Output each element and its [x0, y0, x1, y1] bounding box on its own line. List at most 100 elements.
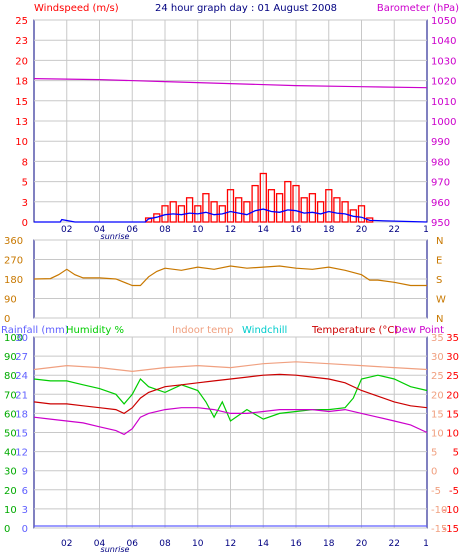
- windspeed-tick: 8: [22, 157, 28, 168]
- compass-tick: E: [436, 256, 442, 267]
- barometer-tick: 1050: [431, 16, 456, 27]
- indoor-temp-label: Indoor temp: [172, 325, 233, 336]
- rainfall-tick: 3: [22, 505, 28, 516]
- barometer-tick: 990: [431, 137, 450, 148]
- barometer-tick: 1030: [431, 56, 456, 67]
- temperature-tick: 20: [446, 390, 459, 401]
- x-tick-label: 12: [225, 225, 236, 235]
- windchill-label: Windchill: [242, 325, 287, 336]
- humidity-tick: 90: [4, 352, 17, 363]
- x-tick-label: 14: [258, 225, 270, 235]
- windspeed-bar: [275, 193, 284, 223]
- windspeed-bar: [144, 217, 153, 223]
- x-tick-label: 22: [389, 225, 400, 235]
- windspeed-tick: 20: [15, 56, 28, 67]
- x-tick-label: 06: [127, 539, 139, 549]
- humidity-line: [33, 374, 428, 422]
- compass-tick: W: [436, 295, 446, 306]
- indoor-tick: 0: [431, 467, 437, 478]
- windspeed-tick: 23: [15, 36, 28, 47]
- windspeed-bar: [341, 201, 349, 223]
- windspeed-tick: 10: [15, 137, 28, 148]
- barometer-tick: 1010: [431, 97, 456, 108]
- temperature-label: Temperature (°C): [311, 325, 398, 336]
- x-tick-label: 02: [61, 539, 72, 549]
- indoor-tick: -15: [431, 524, 447, 535]
- windspeed-tick: 15: [15, 97, 28, 108]
- windspeed-bar: [185, 197, 194, 223]
- windspeed-bar: [235, 197, 243, 223]
- indoor-tick: 10: [431, 429, 444, 440]
- barometer-tick: 1020: [431, 77, 456, 88]
- windspeed-bar: [292, 184, 300, 223]
- barometer-tick: 970: [431, 178, 450, 189]
- humidity-tick: 30: [4, 467, 17, 478]
- windspeed-bar: [259, 172, 267, 223]
- windspeed-tick: 0: [22, 218, 28, 229]
- x-tick-label: 18: [323, 225, 335, 235]
- humidity-tick: 10: [4, 505, 17, 516]
- indoor-tick: 15: [431, 409, 444, 420]
- temperature-tick: 0: [453, 467, 459, 478]
- direction-tick: 360: [4, 236, 23, 247]
- x-tick-label: 02: [61, 225, 72, 235]
- dewpoint-line: [33, 407, 428, 436]
- x-tick-label: 08: [159, 225, 171, 235]
- rainfall-tick: 24: [15, 371, 28, 382]
- x-tick-label: 12: [225, 539, 236, 549]
- humidity-tick: 0: [4, 524, 10, 535]
- windspeed-bar: [308, 193, 317, 223]
- temperature-tick: 25: [446, 371, 459, 382]
- windspeed-bar: [243, 201, 251, 223]
- x-tick-label: 14: [258, 539, 270, 549]
- barometer-tick: 1040: [431, 36, 456, 47]
- compass-tick: N: [436, 314, 443, 325]
- barometer-line: [33, 78, 428, 89]
- temperature-line: [33, 373, 428, 415]
- humidity-label: Humidity %: [66, 325, 124, 336]
- indoor-tick: 35: [431, 333, 444, 344]
- indoor-tick: -5: [431, 486, 441, 497]
- windspeed-tick: 25: [15, 16, 28, 27]
- rainfall-tick: 15: [15, 429, 28, 440]
- windspeed-tick: 13: [15, 117, 28, 128]
- barometer-tick: 980: [431, 157, 450, 168]
- direction-tick: 90: [4, 295, 17, 306]
- humidity-tick: 20: [4, 486, 17, 497]
- x-tick-label: 18: [323, 539, 335, 549]
- temperature-tick: 30: [446, 352, 459, 363]
- temperature-tick: 15: [446, 409, 459, 420]
- wind-direction-line: [33, 265, 427, 287]
- indoor-tick: -10: [431, 505, 447, 516]
- rainfall-tick: 21: [15, 390, 28, 401]
- windspeed-bar: [210, 201, 218, 223]
- x-tick-label: 16: [290, 225, 302, 235]
- x-tick-label: 10: [192, 539, 204, 549]
- humidity-tick: 50: [4, 429, 17, 440]
- sunrise-label-top: sunrise: [101, 232, 130, 241]
- humidity-tick: 40: [4, 448, 17, 459]
- windspeed-bar: [226, 189, 235, 223]
- x-tick-label: 20: [356, 225, 368, 235]
- windspeed-tick: 18: [15, 77, 28, 88]
- windspeed-bar: [267, 189, 276, 223]
- rainfall-tick: 0: [22, 524, 28, 535]
- rainfall-tick: 27: [15, 352, 28, 363]
- compass-tick: N: [436, 236, 443, 247]
- direction-tick: 0: [4, 314, 10, 325]
- indoor-tick: 25: [431, 371, 444, 382]
- axis-labels: 02 04 06 08 10 12 14 16 18 20 22 102 04 06 08 10 12 14 16 1…: [4, 16, 459, 549]
- compass-tick: S: [436, 275, 442, 286]
- rainfall-tick: 30: [15, 333, 28, 344]
- x-tick-label: 06: [127, 225, 139, 235]
- humidity-tick: 100: [4, 333, 23, 344]
- rainfall-tick: 6: [22, 486, 28, 497]
- x-tick-label: 16: [290, 539, 302, 549]
- direction-tick: 270: [4, 256, 23, 267]
- windspeed-bar: [357, 205, 366, 223]
- wind-average-line: [34, 208, 428, 223]
- x-tick-label: 04: [94, 539, 106, 549]
- indoor-temp-line: [33, 361, 428, 373]
